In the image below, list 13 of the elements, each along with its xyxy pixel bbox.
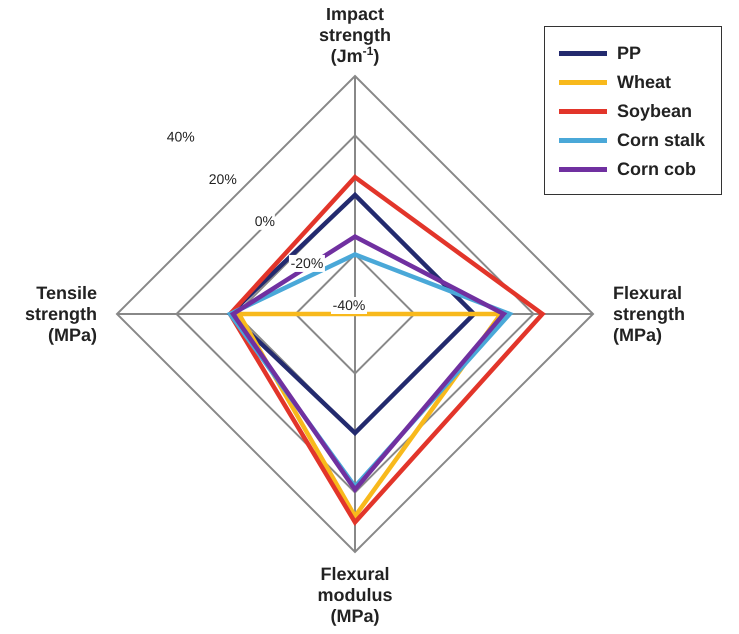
spoke-label: Flexural strength (MPa) bbox=[613, 283, 685, 345]
y-tick-label: -20% bbox=[290, 254, 324, 271]
legend-label: Corn cob bbox=[616, 159, 696, 180]
y-tick-label: 0% bbox=[254, 212, 275, 229]
y-tick-label: -40% bbox=[332, 297, 366, 313]
legend-label: Wheat bbox=[616, 72, 671, 93]
spoke-label: Tensile strength (MPa) bbox=[25, 283, 98, 345]
legend-label: Soybean bbox=[616, 101, 692, 122]
y-tick-label: 40% bbox=[166, 128, 195, 145]
legend-label: PP bbox=[616, 43, 641, 64]
y-tick-label: 20% bbox=[208, 170, 237, 187]
legend-label: Corn stalk bbox=[616, 130, 705, 151]
spoke-label: Flexural modulus (MPa) bbox=[318, 564, 392, 626]
